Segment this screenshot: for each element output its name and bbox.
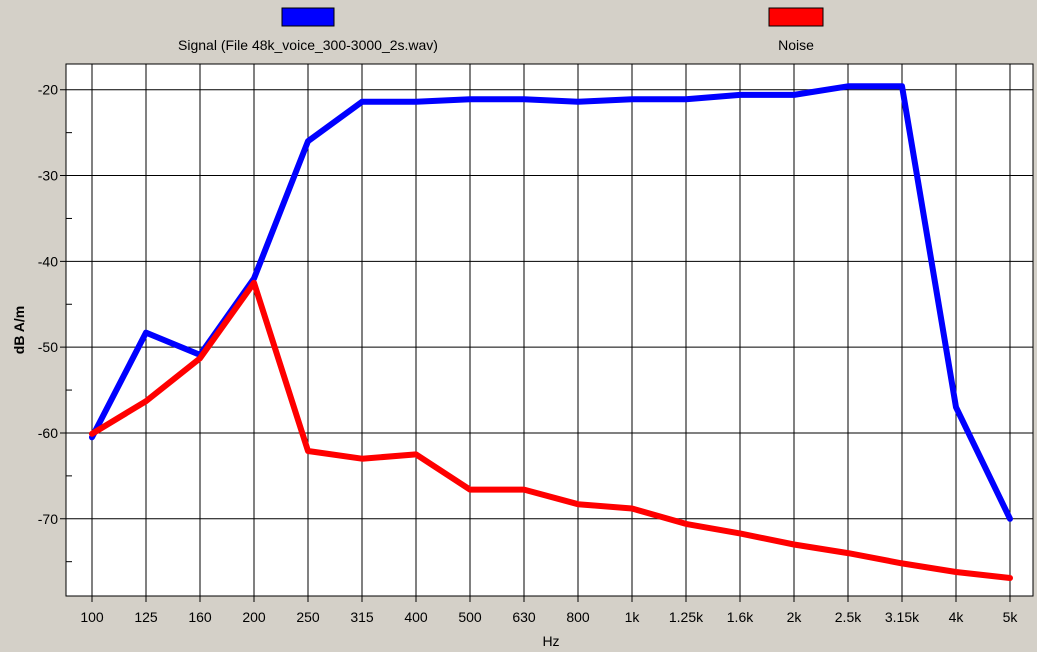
legend-label-signal: Signal (File 48k_voice_300-3000_2s.wav)	[178, 37, 438, 53]
x-tick-label: 1.25k	[669, 609, 704, 625]
legend-label-noise: Noise	[778, 37, 814, 53]
y-axis-ticks: -20 -30 -40 -50 -60 -70	[38, 82, 58, 527]
legend: Signal (File 48k_voice_300-3000_2s.wav) …	[178, 7, 824, 53]
y-tick-label: -60	[38, 425, 58, 441]
x-tick-label: 800	[566, 609, 590, 625]
x-axis-title: Hz	[542, 633, 559, 649]
y-axis-title: dB A/m	[11, 306, 27, 354]
y-tick-label: -50	[38, 339, 58, 355]
x-tick-label: 125	[134, 609, 158, 625]
x-tick-label: 400	[404, 609, 428, 625]
x-tick-label: 100	[80, 609, 104, 625]
x-tick-label: 5k	[1003, 609, 1019, 625]
y-tick-label: -20	[38, 82, 58, 98]
x-tick-label: 2.5k	[835, 609, 862, 625]
series-lines	[89, 83, 1013, 581]
x-axis-ticks: 100 125 160 200 250 315 400 500 630 800 1k 1.25k 1.6…	[80, 609, 1018, 625]
x-tick-label: 1.6k	[727, 609, 754, 625]
plot-area	[65, 63, 1034, 597]
x-tick-label: 1k	[625, 609, 641, 625]
y-tick-label: -70	[38, 511, 58, 527]
x-tick-label: 3.15k	[885, 609, 920, 625]
y-tick-label: -40	[38, 253, 58, 269]
legend-swatch-noise	[768, 7, 824, 27]
x-tick-label: 2k	[787, 609, 803, 625]
legend-swatch-signal	[281, 7, 335, 27]
y-tick-label: -30	[38, 168, 58, 184]
x-tick-label: 500	[458, 609, 482, 625]
x-tick-label: 200	[242, 609, 266, 625]
noise-line	[89, 279, 1013, 581]
x-tick-label: 630	[512, 609, 536, 625]
x-tick-label: 4k	[949, 609, 965, 625]
grid	[60, 64, 1033, 602]
x-tick-label: 250	[296, 609, 320, 625]
x-tick-label: 315	[350, 609, 374, 625]
x-tick-label: 160	[188, 609, 212, 625]
